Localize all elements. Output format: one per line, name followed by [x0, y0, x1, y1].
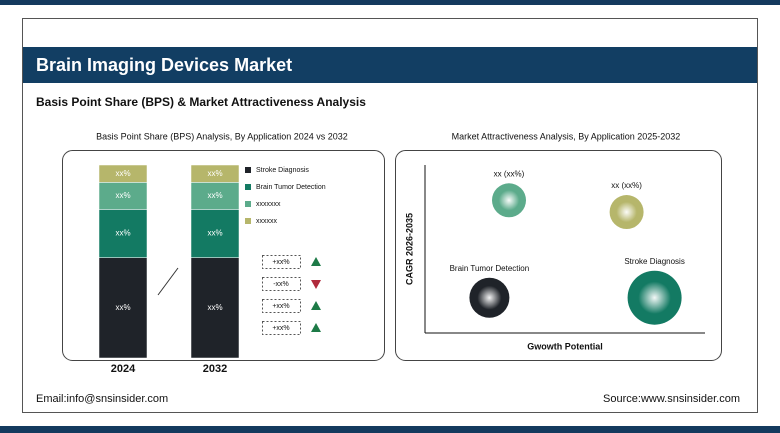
bar-segment: [98, 257, 148, 359]
chart-title: Basis Point Share (BPS) Analysis, By App…: [96, 131, 348, 141]
bubble-glow: [609, 195, 644, 230]
change-arrow: [311, 323, 321, 332]
change-box: [262, 255, 301, 269]
change-box: [262, 277, 301, 291]
source: Source:www.snsinsider.com: [603, 393, 740, 405]
bubble-label: Brain Tumor Detection: [450, 264, 530, 273]
bar-segment: [190, 182, 240, 210]
trend-arrow: [157, 267, 179, 296]
chart-title: Market Attractiveness Analysis, By Appli…: [452, 131, 681, 141]
panel: [395, 150, 722, 361]
change-box: [262, 321, 301, 335]
value-label: xx%: [115, 229, 130, 238]
x-tick-label: 2024: [111, 363, 136, 375]
change-arrow: [311, 257, 321, 266]
change-label: +xx%: [272, 259, 289, 266]
bubble-glow: [492, 183, 526, 218]
bar-segment: [98, 209, 148, 258]
x-tick-label: 2032: [203, 363, 227, 375]
bubble-label: xx (xx%): [611, 181, 642, 190]
bubble-glow: [627, 270, 682, 325]
value-label: xx%: [115, 303, 130, 312]
legend-label: xxxxxxx: [256, 201, 281, 208]
y-axis-label: CAGR 2026-2035: [404, 213, 414, 285]
value-label: xx%: [207, 191, 222, 200]
value-label: xx%: [207, 229, 222, 238]
change-label: +xx%: [272, 303, 289, 310]
panel: [62, 150, 385, 361]
value-label: xx%: [115, 191, 130, 200]
legend-swatch: [245, 218, 251, 224]
legend-swatch: [245, 167, 251, 173]
email: Email:info@snsinsider.com: [36, 393, 168, 405]
change-label: +xx%: [272, 325, 289, 332]
bar-segment: [98, 182, 148, 210]
change-arrow: [311, 301, 321, 310]
bar-segment: [190, 164, 240, 183]
value-label: xx%: [115, 169, 130, 178]
header-bar: [23, 47, 757, 83]
bar-segment: [190, 257, 240, 359]
legend-label: Stroke Diagnosis: [256, 167, 309, 174]
legend-swatch: [245, 201, 251, 207]
title: Brain Imaging Devices Market: [36, 55, 292, 75]
x-axis-label: Gwowth Potential: [527, 341, 603, 351]
legend-label: Brain Tumor Detection: [256, 184, 326, 191]
legend-swatch: [245, 184, 251, 190]
change-arrow: [311, 280, 321, 289]
change-label: -xx%: [273, 281, 289, 288]
top-band: [0, 0, 780, 5]
bar-segment: [98, 164, 148, 183]
bubble-label: Stroke Diagnosis: [624, 257, 684, 266]
bar-segment: [190, 209, 240, 258]
bubble-label: xx (xx%): [494, 169, 525, 178]
value-label: xx%: [207, 169, 222, 178]
subtitle: Basis Point Share (BPS) & Market Attract…: [36, 95, 366, 109]
change-box: [262, 299, 301, 313]
bubble-glow: [469, 277, 510, 318]
legend-label: xxxxxx: [256, 218, 278, 225]
bottom-band: [0, 426, 780, 433]
value-label: xx%: [207, 303, 222, 312]
